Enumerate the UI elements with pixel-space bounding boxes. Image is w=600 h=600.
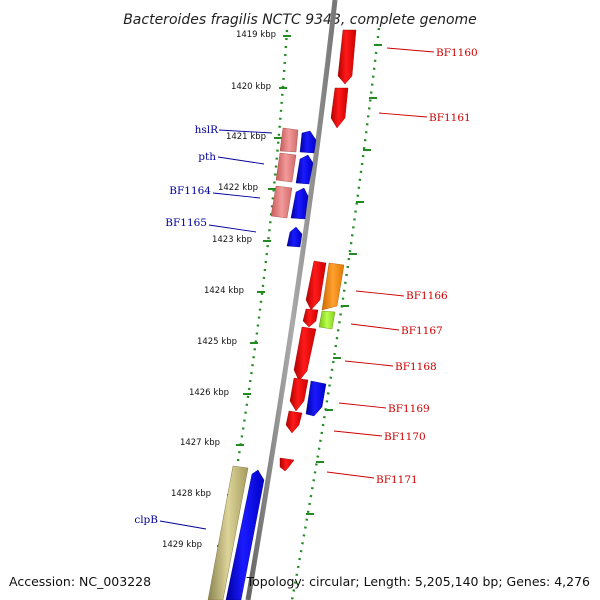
- gene-arrow-bf1165[interactable]: [286, 226, 303, 248]
- topology-text: Topology: circular; Length: 5,205,140 bp…: [246, 574, 590, 589]
- gene-label-bf1167[interactable]: BF1167: [401, 325, 443, 337]
- gene-arrow-clpb-khaki[interactable]: [207, 465, 249, 600]
- gene-label-bf1168[interactable]: BF1168: [395, 361, 437, 373]
- scale-label: 1423 kbp: [212, 235, 252, 245]
- gene-arrow-bf1169-blue[interactable]: [305, 380, 327, 417]
- gene-label-bf1160[interactable]: BF1160: [436, 47, 478, 59]
- leader-line: [217, 156, 265, 165]
- leader-line: [344, 360, 394, 367]
- leader-line: [355, 290, 405, 297]
- gene-arrow-hslr-pink[interactable]: [279, 127, 299, 153]
- gene-arrow-bf1170[interactable]: [285, 410, 303, 434]
- left-leader-lines: [159, 129, 273, 530]
- gene-label-bf1161[interactable]: BF1161: [429, 112, 471, 124]
- leader-line: [333, 430, 383, 437]
- leader-line: [212, 192, 261, 199]
- left-gene-labels: hslR pth BF1164 BF1165 clpB: [134, 124, 219, 526]
- leader-line: [208, 224, 257, 233]
- gene-arrow-bf1164[interactable]: [290, 187, 309, 220]
- forward-strand-genes: [207, 127, 317, 600]
- scale-label: 1426 kbp: [189, 388, 229, 398]
- gene-arrow-bf1169[interactable]: [289, 377, 309, 412]
- right-leader-lines: [326, 47, 435, 479]
- scale-label: 1420 kbp: [231, 82, 271, 92]
- gene-arrow-clpb[interactable]: [225, 469, 265, 600]
- gene-label-hslr[interactable]: hslR: [195, 124, 220, 136]
- left-scale-line: [211, 29, 289, 600]
- map-title: Bacteroides fragilis NCTC 9343, complete…: [123, 12, 477, 28]
- gene-arrow-bf1167[interactable]: [302, 308, 319, 328]
- leader-line: [338, 402, 387, 409]
- gene-label-clpb[interactable]: clpB: [134, 514, 158, 526]
- leader-line: [386, 47, 435, 53]
- scale-label: 1428 kbp: [171, 489, 211, 499]
- right-gene-labels: BF1160 BF1161 BF1166 BF1167 BF1168 BF116…: [376, 47, 478, 486]
- scale-label: 1424 kbp: [204, 286, 244, 296]
- gene-arrow-bf1161[interactable]: [330, 87, 349, 129]
- reverse-strand-genes: [279, 29, 357, 472]
- accession-text: Accession: NC_003228: [9, 574, 151, 589]
- leader-line: [378, 112, 428, 118]
- leader-line: [218, 129, 273, 134]
- gene-arrow-bf1167-lime[interactable]: [318, 310, 336, 330]
- scale-label: 1422 kbp: [218, 183, 258, 193]
- gene-label-bf1165[interactable]: BF1165: [165, 217, 207, 229]
- right-scale-line: [290, 27, 381, 600]
- gene-arrow-bf1160[interactable]: [337, 29, 357, 85]
- scale-lines: [211, 27, 381, 600]
- scale-label: 1419 kbp: [236, 30, 276, 40]
- gene-label-bf1164[interactable]: BF1164: [169, 185, 211, 197]
- gene-arrow-bf1166-orange[interactable]: [321, 262, 345, 311]
- gene-label-bf1166[interactable]: BF1166: [406, 290, 448, 302]
- leader-line: [159, 520, 207, 530]
- gene-label-bf1170[interactable]: BF1170: [384, 431, 426, 443]
- scale-labels: 1419 kbp 1420 kbp 1421 kbp 1422 kbp 1423…: [162, 30, 276, 550]
- gene-arrow-bf1164-pink[interactable]: [270, 185, 293, 219]
- leader-line: [326, 471, 375, 479]
- gene-arrow-bf1166[interactable]: [305, 260, 327, 311]
- gene-arrow-pth[interactable]: [295, 154, 314, 185]
- genome-axis: [245, 0, 338, 600]
- gene-label-bf1169[interactable]: BF1169: [388, 403, 430, 415]
- scale-label: 1429 kbp: [162, 540, 202, 550]
- gene-arrow-hslr[interactable]: [299, 130, 317, 154]
- gene-arrow-pth-pink[interactable]: [275, 152, 297, 183]
- leader-line: [350, 323, 400, 331]
- scale-label: 1425 kbp: [197, 337, 237, 347]
- gene-arrow-bf1171[interactable]: [279, 457, 295, 472]
- gene-label-bf1171[interactable]: BF1171: [376, 474, 418, 486]
- gene-label-pth[interactable]: pth: [198, 151, 216, 163]
- gene-arrow-bf1168[interactable]: [293, 326, 317, 382]
- scale-label: 1427 kbp: [180, 438, 220, 448]
- scale-label: 1421 kbp: [226, 132, 266, 142]
